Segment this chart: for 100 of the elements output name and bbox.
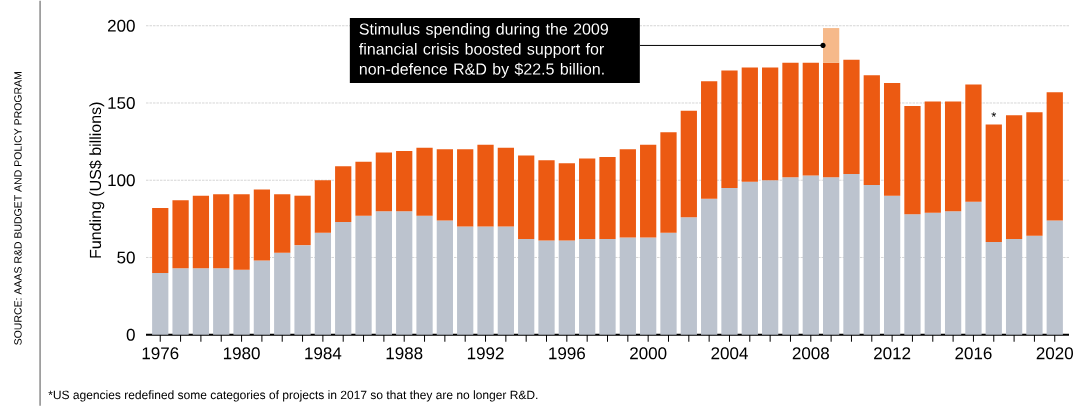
bar — [843, 59, 860, 174]
bar — [253, 189, 271, 261]
bar — [396, 210, 413, 335]
bar — [701, 81, 718, 199]
bar — [965, 84, 982, 202]
bar — [497, 226, 514, 335]
bar — [660, 132, 677, 233]
bar — [619, 237, 636, 335]
bar — [985, 124, 1002, 242]
bar — [599, 238, 616, 335]
bar — [253, 260, 271, 335]
text: *US agencies redefined some categories of projects in 2017 so that they are no longer R&D. — [48, 390, 538, 402]
bar — [741, 67, 758, 182]
bar — [619, 149, 636, 238]
bar — [944, 101, 962, 211]
x-tick-label: 1984 — [305, 347, 342, 360]
bar — [599, 156, 616, 239]
bar — [924, 212, 941, 335]
bar — [335, 221, 352, 335]
bar — [680, 217, 697, 335]
bar — [985, 241, 1002, 335]
bar — [375, 152, 393, 211]
bar — [355, 161, 372, 216]
bar — [924, 101, 941, 213]
bar — [335, 166, 352, 222]
bar — [782, 176, 799, 335]
x-tick-label: 2004 — [711, 347, 748, 360]
bar — [274, 193, 291, 253]
bar — [558, 240, 575, 335]
bar — [762, 67, 779, 181]
bar — [436, 149, 453, 221]
bar — [355, 215, 372, 335]
bar — [416, 147, 433, 216]
bar — [1005, 238, 1023, 335]
bar — [660, 232, 677, 335]
bar — [457, 226, 474, 335]
bar — [1046, 91, 1063, 221]
bar — [213, 268, 230, 335]
bar — [579, 238, 596, 335]
bar — [680, 110, 697, 218]
bar — [497, 147, 514, 227]
bar — [823, 27, 840, 63]
bar — [721, 187, 738, 335]
x-tick-label: 2000 — [630, 347, 667, 360]
bar — [477, 144, 494, 227]
bar — [579, 158, 596, 239]
bar — [863, 74, 880, 185]
bar — [904, 214, 921, 335]
bar — [396, 150, 413, 211]
x-tick-label: 1980 — [223, 347, 260, 360]
bar — [192, 268, 210, 335]
y-tick-label: 200 — [107, 19, 135, 32]
bar — [375, 210, 393, 335]
bar — [721, 70, 738, 188]
bar — [965, 201, 982, 335]
bar — [843, 173, 860, 335]
bar — [883, 82, 901, 196]
bar — [823, 62, 840, 177]
bar — [416, 215, 433, 335]
bar — [294, 244, 311, 335]
bar — [1026, 112, 1043, 236]
bar — [152, 272, 169, 335]
bar — [213, 193, 230, 269]
x-tick-label: 1996 — [549, 347, 585, 360]
bar — [802, 175, 819, 335]
bar — [762, 180, 779, 335]
bar — [538, 240, 555, 335]
bar — [802, 62, 819, 176]
x-tick-label: 2008 — [792, 347, 829, 360]
x-tick-label: 2012 — [874, 347, 911, 360]
bar — [233, 193, 250, 270]
bar — [518, 238, 535, 335]
bar — [741, 181, 758, 335]
y-tick-label: 50 — [117, 251, 135, 264]
annotation: * — [991, 111, 997, 117]
y-tick-label: 100 — [108, 173, 135, 187]
x-tick-label: 2020 — [1036, 347, 1074, 360]
bar — [192, 195, 210, 269]
bar — [314, 232, 332, 335]
bar — [172, 200, 189, 269]
bar — [904, 105, 921, 214]
bar — [538, 159, 555, 241]
annotation: Stimulus spending during the 2009 financial crisis boosted support for non-defence R&D by $22.5 billion. — [359, 22, 608, 78]
bar — [152, 207, 169, 273]
bar — [701, 198, 718, 335]
bar — [782, 62, 799, 177]
bar — [863, 184, 880, 335]
bar — [477, 226, 494, 335]
bar — [1005, 115, 1023, 239]
bar — [944, 210, 962, 335]
bar — [233, 269, 250, 335]
bar — [1026, 235, 1043, 335]
x-tick-label: 1988 — [386, 347, 423, 360]
source-note: SOURCE: AAAS R&D BUDGET AND POLICY PROGRAM — [14, 71, 22, 345]
x-tick-label: 1976 — [142, 347, 179, 360]
bar — [457, 149, 474, 227]
bar — [314, 180, 332, 233]
y-tick-label: 150 — [108, 96, 135, 109]
bar — [558, 163, 575, 241]
bar — [1046, 220, 1063, 335]
